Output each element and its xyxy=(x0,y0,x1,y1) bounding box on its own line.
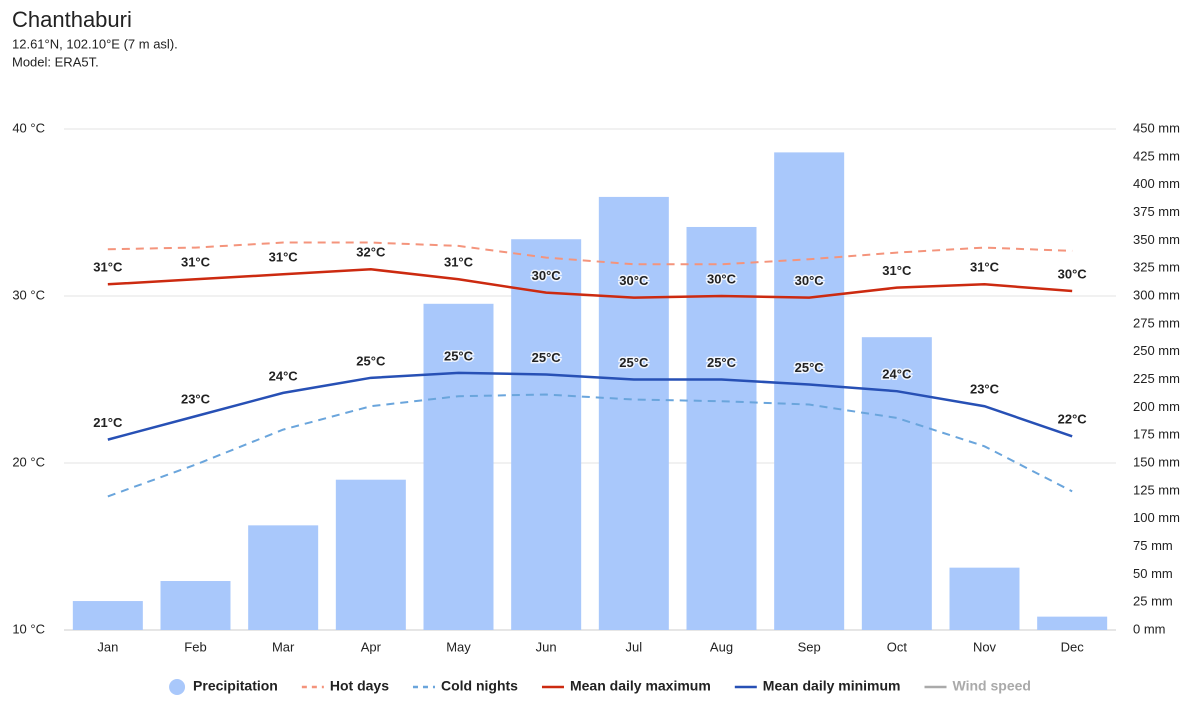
y2-tick-label: 175 mm xyxy=(1133,427,1180,442)
data-label: 24°C xyxy=(882,367,912,382)
data-label: 25°C xyxy=(619,355,649,370)
y-tick-label: 20 °C xyxy=(12,454,45,469)
x-tick-label: Jun xyxy=(536,639,557,654)
data-label: 23°C xyxy=(181,392,211,407)
legend-label: Cold nights xyxy=(441,678,518,694)
legend-item[interactable]: Mean daily maximum xyxy=(541,678,711,694)
legend-symbol xyxy=(169,679,186,695)
data-label: 25°C xyxy=(795,360,825,375)
y2-tick-label: 375 mm xyxy=(1133,204,1180,219)
x-tick-label: Aug xyxy=(710,639,733,654)
data-label: 30°C xyxy=(1058,266,1088,281)
y2-tick-label: 125 mm xyxy=(1133,482,1180,497)
legend-item[interactable]: Precipitation xyxy=(169,678,278,695)
y2-tick-label: 400 mm xyxy=(1133,176,1180,191)
data-label: 31°C xyxy=(181,255,211,270)
bar xyxy=(774,152,845,630)
y2-tick-label: 25 mm xyxy=(1133,594,1173,609)
legend-item[interactable]: Wind speed xyxy=(924,678,1031,694)
bar xyxy=(686,226,757,630)
legend-label: Mean daily maximum xyxy=(570,678,711,694)
y2-tick-label: 75 mm xyxy=(1133,538,1173,553)
chart-subtitle: Model: ERA5T. xyxy=(12,54,99,69)
x-tick-label: Jul xyxy=(626,639,643,654)
legend-label: Mean daily minimum xyxy=(763,678,901,694)
x-tick-label: May xyxy=(446,639,471,654)
x-tick-label: Dec xyxy=(1061,639,1085,654)
y2-tick-label: 200 mm xyxy=(1133,399,1180,414)
data-label: 30°C xyxy=(707,271,737,286)
line xyxy=(107,393,1073,498)
data-label: 24°C xyxy=(269,368,299,383)
data-label: 30°C xyxy=(619,273,649,288)
y2-tick-label: 150 mm xyxy=(1133,454,1180,469)
x-tick-label: Apr xyxy=(361,639,382,654)
y-tick-label: 30 °C xyxy=(12,287,45,302)
y-tick-label: 40 °C xyxy=(12,120,45,135)
x-tick-label: Nov xyxy=(973,639,997,654)
data-label: 23°C xyxy=(970,382,1000,397)
y2-tick-label: 100 mm xyxy=(1133,510,1180,525)
data-label: 22°C xyxy=(1058,412,1088,427)
bar xyxy=(160,581,231,630)
bar xyxy=(335,479,406,630)
x-tick-label: Jan xyxy=(97,639,118,654)
data-label: 31°C xyxy=(882,263,912,278)
data-label: 31°C xyxy=(444,255,474,270)
legend-label: Wind speed xyxy=(953,678,1031,694)
chart-title: Chanthaburi xyxy=(12,7,132,32)
y2-tick-label: 325 mm xyxy=(1133,260,1180,275)
bar xyxy=(248,525,319,630)
y2-tick-label: 350 mm xyxy=(1133,232,1180,247)
legend-label: Hot days xyxy=(330,678,389,694)
y2-tick-label: 0 mm xyxy=(1133,621,1166,636)
y2-tick-label: 425 mm xyxy=(1133,148,1180,163)
legend-item[interactable]: Hot days xyxy=(301,678,389,694)
bar xyxy=(423,303,494,630)
y-tick-label: 10 °C xyxy=(12,621,45,636)
data-label: 31°C xyxy=(93,260,123,275)
line xyxy=(107,268,1073,299)
x-tick-label: Oct xyxy=(887,639,908,654)
data-label: 31°C xyxy=(970,260,1000,275)
line xyxy=(107,371,1073,441)
y2-tick-label: 50 mm xyxy=(1133,566,1173,581)
data-label: 30°C xyxy=(532,268,562,283)
legend-item[interactable]: Mean daily minimum xyxy=(734,678,901,694)
data-label: 21°C xyxy=(93,415,123,430)
x-tick-label: Mar xyxy=(272,639,295,654)
y2-tick-label: 250 mm xyxy=(1133,343,1180,358)
legend-label: Precipitation xyxy=(193,678,278,694)
data-label: 30°C xyxy=(795,273,825,288)
bar xyxy=(511,239,582,630)
bar xyxy=(72,601,143,630)
bar xyxy=(598,196,669,630)
x-tick-label: Feb xyxy=(184,639,206,654)
line xyxy=(107,241,1073,266)
y2-tick-label: 225 mm xyxy=(1133,371,1180,386)
data-label: 25°C xyxy=(444,348,474,363)
y2-tick-label: 300 mm xyxy=(1133,287,1180,302)
chart-subtitle: 12.61°N, 102.10°E (7 m asl). xyxy=(12,36,178,51)
data-label: 25°C xyxy=(707,355,737,370)
y2-tick-label: 450 mm xyxy=(1133,120,1180,135)
data-label: 25°C xyxy=(356,353,386,368)
bar xyxy=(861,337,932,630)
legend-item[interactable]: Cold nights xyxy=(412,678,518,694)
data-label: 25°C xyxy=(532,350,562,365)
data-label: 31°C xyxy=(269,250,299,265)
x-tick-label: Sep xyxy=(798,639,821,654)
data-label: 32°C xyxy=(356,245,386,260)
bar xyxy=(949,567,1020,630)
bar xyxy=(1037,616,1108,630)
y2-tick-label: 275 mm xyxy=(1133,315,1180,330)
